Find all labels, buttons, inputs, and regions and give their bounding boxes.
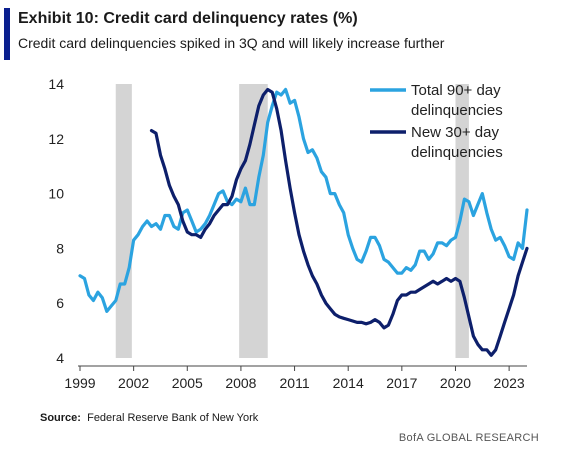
x-tick-label: 2020 bbox=[440, 375, 471, 391]
x-tick-label: 2002 bbox=[118, 375, 149, 391]
recession-band-3 bbox=[455, 84, 469, 358]
legend: Total 90+ day delinquencies New 30+ day del… bbox=[370, 82, 503, 161]
y-tick-label: 12 bbox=[48, 131, 64, 147]
x-tick-label: 1999 bbox=[64, 375, 95, 391]
y-tick-label: 6 bbox=[56, 295, 64, 311]
chart-title: Exhibit 10: Credit card delinquency rate… bbox=[18, 10, 358, 27]
y-tick-label: 10 bbox=[48, 186, 64, 202]
legend-label-2: New 30+ day delinquencies bbox=[411, 124, 503, 161]
axes: 4 6 8 10 12 14 1999 2002 2005 2008 2011 2014 2017 202… bbox=[48, 76, 527, 391]
recession-band-1 bbox=[115, 84, 132, 358]
series-lines bbox=[78, 87, 529, 357]
source-text: Federal Reserve Bank of New York bbox=[87, 412, 259, 424]
y-tick-label: 4 bbox=[56, 350, 64, 366]
source-label: Source: bbox=[40, 412, 81, 424]
x-tick-label: 2014 bbox=[333, 375, 364, 391]
x-tick-label: 2005 bbox=[172, 375, 203, 391]
y-tick-label: 14 bbox=[48, 76, 64, 92]
y-tick-label: 8 bbox=[56, 240, 64, 256]
accent-bar bbox=[4, 8, 10, 60]
x-tick-label: 2017 bbox=[386, 375, 417, 391]
source-note: Source: Federal Reserve Bank of New York bbox=[40, 412, 258, 424]
chart-subtitle: Credit card delinquencies spiked in 3Q a… bbox=[18, 35, 445, 51]
x-tick-label: 2023 bbox=[494, 375, 525, 391]
x-tick-label: 2011 bbox=[280, 375, 310, 391]
series-line-total-90 bbox=[78, 87, 529, 313]
brand-footer: BofA GLOBAL RESEARCH bbox=[398, 432, 539, 444]
series-line-new-30 bbox=[149, 87, 529, 357]
x-tick-label: 2008 bbox=[225, 375, 256, 391]
legend-label-1: Total 90+ day delinquencies bbox=[411, 82, 503, 119]
